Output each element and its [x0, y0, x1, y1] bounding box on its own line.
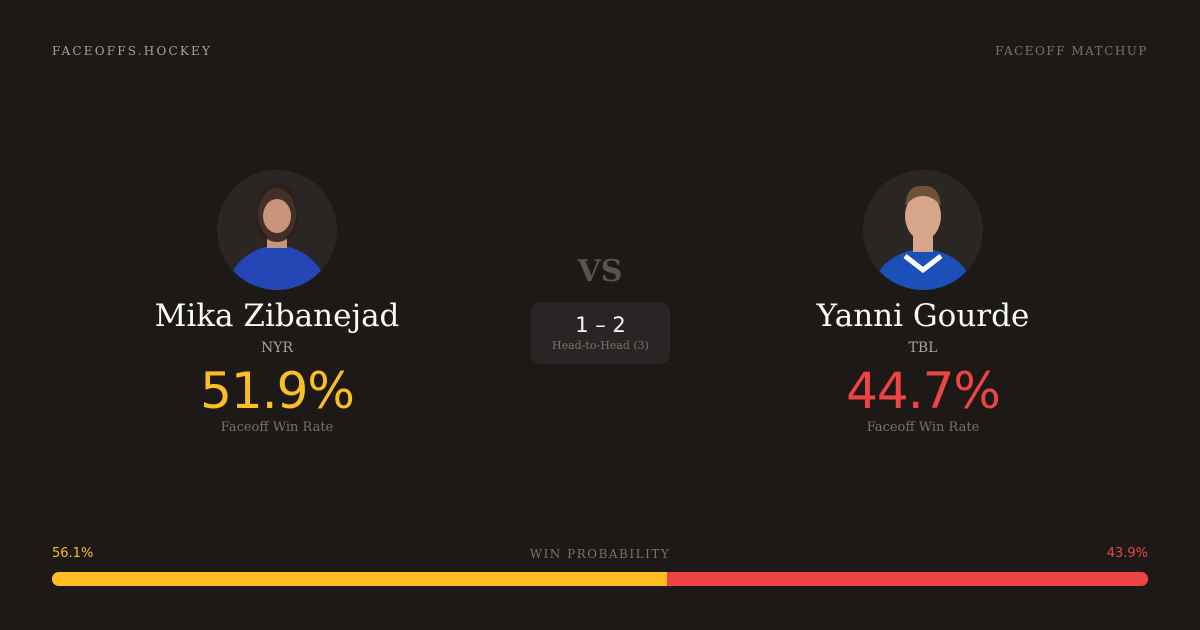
player-team: NYR — [260, 340, 294, 356]
win-probability-fill-right — [666, 572, 1148, 586]
win-probability-right: 43.9% — [1106, 546, 1148, 561]
player-win-rate: 51.9% — [200, 362, 355, 420]
head-to-head-box: 1 – 2 Head-to-Head (3) — [531, 302, 670, 364]
win-probability-left: 56.1% — [52, 546, 94, 561]
win-probability-label: WIN PROBABILITY — [529, 547, 671, 561]
head-to-head-score: 1 – 2 — [575, 313, 626, 337]
player-name: Mika Zibanejad — [154, 298, 400, 334]
win-probability-bar — [52, 572, 1148, 586]
win-probability-fill-left — [52, 572, 667, 586]
brand-logo-text: FACEOFFS.HOCKEY — [52, 44, 213, 58]
player-avatar — [217, 170, 337, 290]
player-card-left: Mika Zibanejad NYR 51.9% Faceoff Win Rat… — [127, 170, 427, 435]
player-name: Yanni Gourde — [816, 298, 1030, 334]
player-win-rate: 44.7% — [846, 362, 1001, 420]
player-avatar — [863, 170, 983, 290]
win-rate-label: Faceoff Win Rate — [220, 420, 334, 435]
player-card-right: Yanni Gourde TBL 44.7% Faceoff Win Rate — [773, 170, 1073, 435]
page-tag: FACEOFF MATCHUP — [995, 44, 1148, 58]
vs-label: VS — [577, 254, 623, 289]
head-to-head-label: Head-to-Head (3) — [552, 339, 649, 352]
player-team: TBL — [908, 340, 938, 356]
win-rate-label: Faceoff Win Rate — [866, 420, 980, 435]
